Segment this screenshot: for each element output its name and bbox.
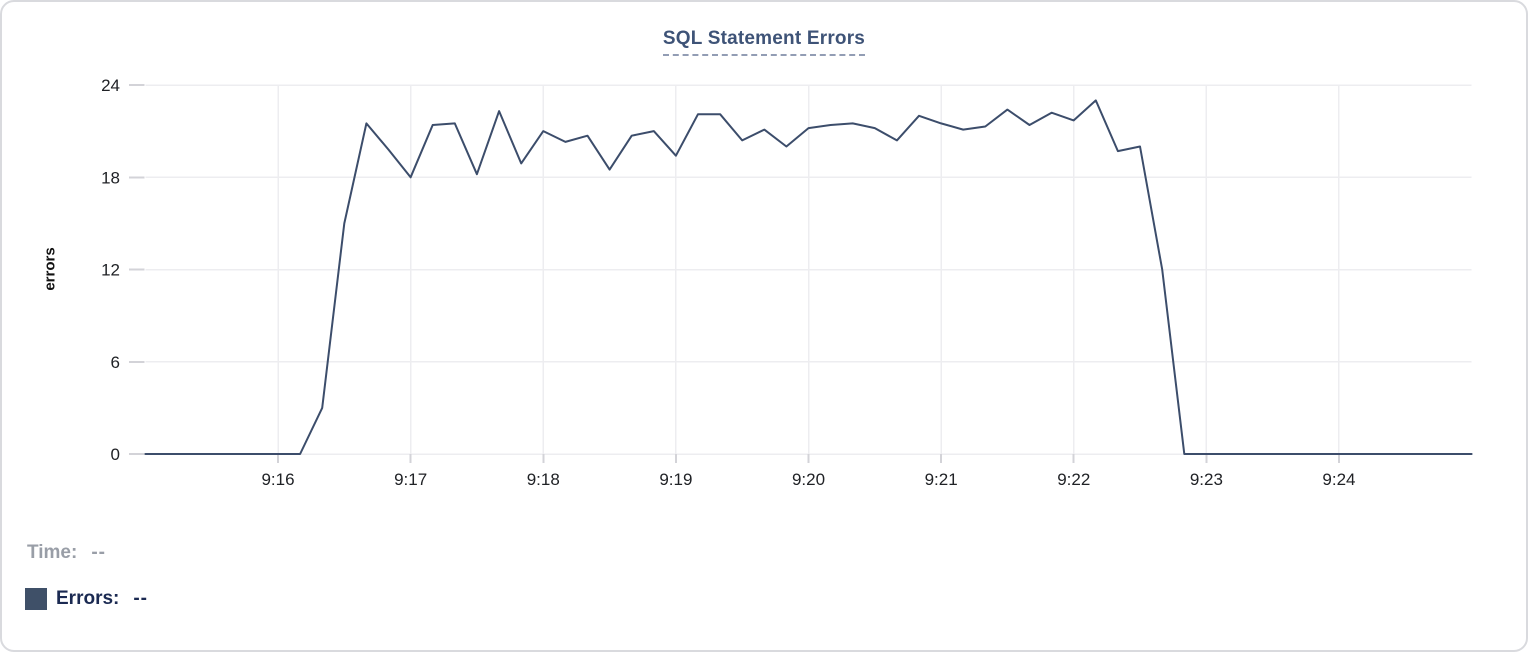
- y-axis-title: errors: [41, 247, 59, 291]
- x-tick-label: 9:18: [527, 470, 560, 489]
- x-tick-label: 9:20: [792, 470, 825, 489]
- readout-errors-label: Errors:: [56, 588, 120, 609]
- y-tick-label: 12: [101, 261, 120, 280]
- readout-time-value: --: [91, 542, 106, 563]
- x-tick-label: 9:22: [1057, 470, 1090, 489]
- readout-time-row: Time: --: [27, 542, 106, 564]
- errors-series-swatch-icon: [25, 588, 47, 610]
- errors-series-line: [144, 99, 1473, 455]
- readout-errors-row: Errors: --: [25, 588, 148, 610]
- x-tick-label: 9:19: [659, 470, 692, 489]
- readout-time-label: Time:: [27, 542, 78, 563]
- y-tick-label: 24: [101, 76, 120, 95]
- readout-errors-value: --: [133, 588, 149, 609]
- chart-header: SQL Statement Errors: [2, 28, 1526, 56]
- chart-title-link[interactable]: SQL Statement Errors: [662, 28, 866, 56]
- y-tick-label: 18: [101, 168, 120, 187]
- y-tick-label: 6: [111, 353, 120, 372]
- x-tick-label: 9:16: [261, 470, 294, 489]
- line-chart-plot[interactable]: 0 6 12 18 24 9:16 9:17 9:18 9:19 9:20 9:21 9:22 9:23…: [2, 2, 1528, 502]
- x-tick-label: 9:23: [1190, 470, 1223, 489]
- x-tick-label: 9:24: [1322, 470, 1355, 489]
- x-tick-label: 9:17: [394, 470, 427, 489]
- y-tick-label: 0: [111, 445, 120, 464]
- x-tick-label: 9:21: [925, 470, 958, 489]
